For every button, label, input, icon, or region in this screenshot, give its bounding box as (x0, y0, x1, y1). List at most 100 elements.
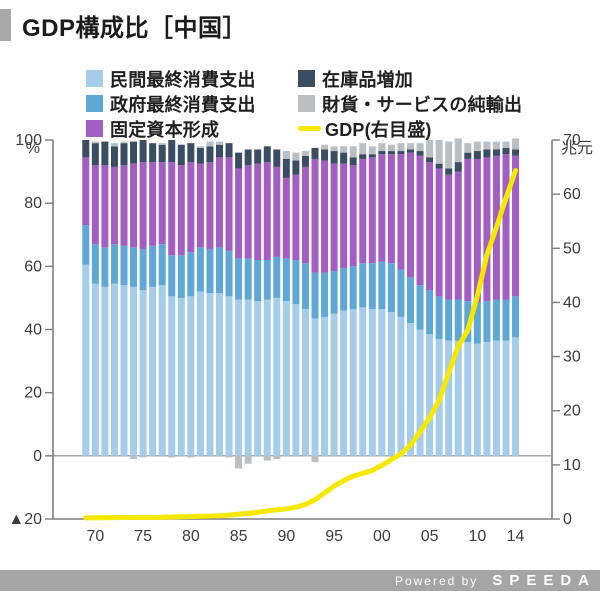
segment (282, 177, 290, 259)
segment (473, 141, 481, 152)
bar-1977 (158, 143, 166, 456)
segment (158, 144, 166, 163)
segment (91, 141, 99, 144)
segment (225, 157, 233, 251)
segment (158, 285, 166, 456)
legend-label: 政府最終消費支出 (110, 94, 256, 115)
segment (321, 144, 329, 150)
segment (282, 301, 290, 456)
segment (340, 152, 348, 164)
bar-1979 (177, 144, 185, 456)
inventory-swatch-icon (298, 70, 315, 87)
bar-1985 (235, 152, 243, 469)
segment (483, 149, 491, 158)
segment (340, 310, 348, 456)
left-axis-unit: % (26, 140, 40, 157)
segment (130, 141, 138, 164)
segment (101, 247, 109, 287)
segment (397, 269, 405, 317)
segment (273, 256, 281, 298)
x-axis-tick-label: 75 (134, 528, 152, 545)
segment (177, 297, 185, 456)
legend-item-gdp-line: GDP(右目盛) (298, 116, 522, 141)
bar-1996 (340, 146, 348, 456)
bar-1990 (282, 151, 290, 456)
negative-segment (235, 455, 243, 469)
segment (321, 316, 329, 456)
segment (378, 261, 386, 309)
segment (359, 307, 367, 456)
bar-2005 (426, 140, 434, 456)
segment (301, 166, 309, 264)
negative-segment (263, 455, 271, 461)
x-axis-tick-label: 70 (86, 528, 104, 545)
bar-1983 (216, 141, 223, 456)
segment (292, 160, 300, 175)
left-axis-tick-label: 40 (24, 322, 42, 339)
segment (130, 286, 138, 456)
segment (301, 308, 309, 456)
segment (254, 149, 262, 164)
legend-column-right: 在庫品増加 財貨・サービスの純輸出 GDP(右目盛) (298, 66, 522, 141)
left-axis-tick-label: 60 (24, 258, 42, 275)
segment (378, 154, 386, 262)
segment (158, 244, 166, 286)
segment (349, 308, 357, 456)
bar-2013 (502, 141, 510, 456)
segment (483, 342, 491, 456)
segment (454, 138, 462, 163)
segment (120, 245, 128, 286)
segment (407, 323, 414, 456)
segment (139, 162, 147, 249)
segment (311, 318, 319, 456)
title-marker (0, 9, 11, 41)
segment (187, 143, 195, 163)
segment (244, 299, 252, 456)
segment (416, 285, 424, 330)
segment (110, 166, 118, 245)
segment (82, 140, 90, 158)
segment (168, 255, 176, 297)
left-axis-tick-label: ▲20 (8, 511, 42, 528)
bar-2004 (416, 143, 424, 456)
segment (120, 165, 128, 246)
segment (91, 165, 99, 245)
segment (101, 141, 109, 166)
segment (321, 272, 329, 317)
segment (149, 162, 157, 246)
segment (187, 162, 195, 253)
segment (368, 263, 376, 309)
segment (502, 299, 510, 341)
right-axis-unit: 兆元 (561, 139, 593, 157)
bar-1999 (368, 146, 376, 456)
segment (483, 141, 491, 150)
segment (139, 290, 147, 456)
segment (340, 146, 348, 153)
legend-label: 固定資本形成 (110, 119, 220, 140)
segment (244, 165, 252, 259)
segment (149, 245, 157, 287)
segment (512, 149, 520, 156)
segment (397, 316, 405, 456)
bar-1978 (168, 140, 176, 458)
segment (206, 162, 214, 249)
segment (216, 141, 223, 145)
segment (149, 286, 157, 456)
segment (454, 171, 462, 300)
segment (82, 264, 90, 456)
segment (387, 144, 395, 152)
stacked-bars (82, 138, 520, 469)
right-axis-tick-label: 20 (563, 403, 581, 420)
segment (292, 304, 300, 456)
segment (292, 260, 300, 305)
bar-1987 (254, 149, 262, 456)
segment (206, 146, 214, 163)
segment (263, 162, 271, 261)
segment (216, 157, 223, 248)
bar-2014 (512, 138, 520, 456)
segment (473, 343, 481, 456)
left-axis-tick-label: 100 (15, 132, 42, 149)
segment (387, 263, 395, 313)
segment (512, 296, 520, 338)
